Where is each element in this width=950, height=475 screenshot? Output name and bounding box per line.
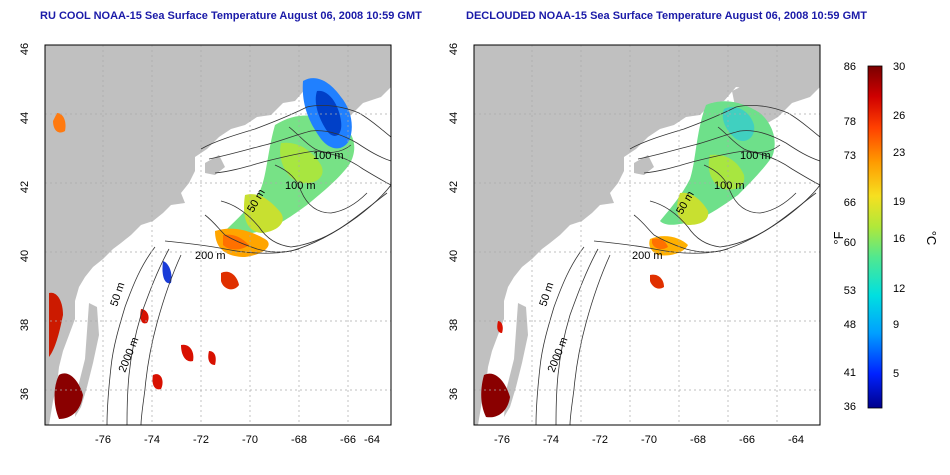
colorbar-gradient bbox=[867, 65, 883, 409]
right-lat-tick-40: 40 bbox=[448, 250, 460, 262]
left-lon-axis: -76 -74 -72 -70 -68 -66 -64 bbox=[95, 434, 380, 446]
right-contour-label-100m-a: 100 m bbox=[740, 150, 771, 162]
colorbar: 86 78 73 66 60 53 48 41 36 30 26 23 19 1… bbox=[831, 61, 939, 413]
right-lat-axis: 46 44 42 40 38 36 bbox=[448, 43, 460, 400]
f-tick-86: 86 bbox=[844, 61, 856, 73]
right-lon-tick-70: -70 bbox=[641, 434, 657, 446]
left-lat-tick-38: 38 bbox=[19, 319, 31, 331]
right-lat-tick-44: 44 bbox=[448, 112, 460, 124]
left-lon-tick-64: -64 bbox=[364, 434, 380, 446]
right-contour-label-100m-b: 100 m bbox=[714, 180, 745, 192]
c-tick-5: 5 bbox=[893, 368, 899, 380]
f-tick-48: 48 bbox=[844, 319, 856, 331]
left-lat-tick-36: 36 bbox=[19, 388, 31, 400]
f-tick-41: 41 bbox=[844, 367, 856, 379]
left-contour-label-200m: 200 m bbox=[195, 250, 226, 262]
left-lon-tick-72: -72 bbox=[193, 434, 209, 446]
colorbar-fahrenheit-ticks: 86 78 73 66 60 53 48 41 36 bbox=[844, 61, 856, 413]
left-lat-tick-42: 42 bbox=[19, 181, 31, 193]
f-tick-73: 73 bbox=[844, 150, 856, 162]
c-tick-9: 9 bbox=[893, 319, 899, 331]
left-lat-tick-46: 46 bbox=[19, 43, 31, 55]
left-lat-tick-44: 44 bbox=[19, 112, 31, 124]
c-tick-16: 16 bbox=[893, 233, 905, 245]
f-tick-78: 78 bbox=[844, 116, 856, 128]
c-tick-30: 30 bbox=[893, 61, 905, 73]
c-tick-23: 23 bbox=[893, 147, 905, 159]
left-lon-tick-70: -70 bbox=[242, 434, 258, 446]
right-lon-tick-72: -72 bbox=[592, 434, 608, 446]
c-tick-19: 19 bbox=[893, 196, 905, 208]
right-lon-tick-66: -66 bbox=[739, 434, 755, 446]
left-map: 100 m 100 m 50 m 200 m 50 m 2000 m bbox=[44, 44, 392, 426]
right-lon-tick-76: -76 bbox=[494, 434, 510, 446]
left-lon-tick-68: -68 bbox=[291, 434, 307, 446]
right-lon-tick-74: -74 bbox=[543, 434, 559, 446]
c-tick-26: 26 bbox=[893, 110, 905, 122]
left-contour-label-100m-a: 100 m bbox=[313, 150, 344, 162]
right-lon-tick-64: -64 bbox=[788, 434, 804, 446]
right-lat-tick-46: 46 bbox=[448, 43, 460, 55]
f-tick-53: 53 bbox=[844, 285, 856, 297]
c-tick-12: 12 bbox=[893, 283, 905, 295]
right-lat-tick-42: 42 bbox=[448, 181, 460, 193]
f-tick-66: 66 bbox=[844, 197, 856, 209]
right-lat-tick-36: 36 bbox=[448, 388, 460, 400]
left-contour-label-100m-b: 100 m bbox=[285, 180, 316, 192]
left-lon-tick-74: -74 bbox=[144, 434, 160, 446]
left-lon-tick-76: -76 bbox=[95, 434, 111, 446]
fahrenheit-unit-label: °F bbox=[831, 231, 846, 244]
left-lat-axis: 46 44 42 40 38 36 bbox=[19, 43, 31, 400]
right-panel-title: DECLOUDED NOAA-15 Sea Surface Temperatur… bbox=[466, 10, 868, 22]
left-lat-tick-40: 40 bbox=[19, 250, 31, 262]
f-tick-60: 60 bbox=[844, 237, 856, 249]
right-lon-tick-68: -68 bbox=[690, 434, 706, 446]
f-tick-36: 36 bbox=[844, 401, 856, 413]
left-lon-tick-66: -66 bbox=[340, 434, 356, 446]
celsius-unit-label: °C bbox=[924, 231, 939, 246]
right-map: 100 m 100 m 50 m 200 m 50 m 2000 m bbox=[473, 44, 821, 426]
left-panel-title: RU COOL NOAA-15 Sea Surface Temperature … bbox=[40, 10, 422, 22]
colorbar-celsius-ticks: 30 26 23 19 16 12 9 5 bbox=[893, 61, 905, 380]
right-lon-axis: -76 -74 -72 -70 -68 -66 -64 bbox=[494, 434, 804, 446]
right-sst-overlay bbox=[481, 101, 775, 418]
right-lat-tick-38: 38 bbox=[448, 319, 460, 331]
right-contour-label-200m: 200 m bbox=[632, 250, 663, 262]
